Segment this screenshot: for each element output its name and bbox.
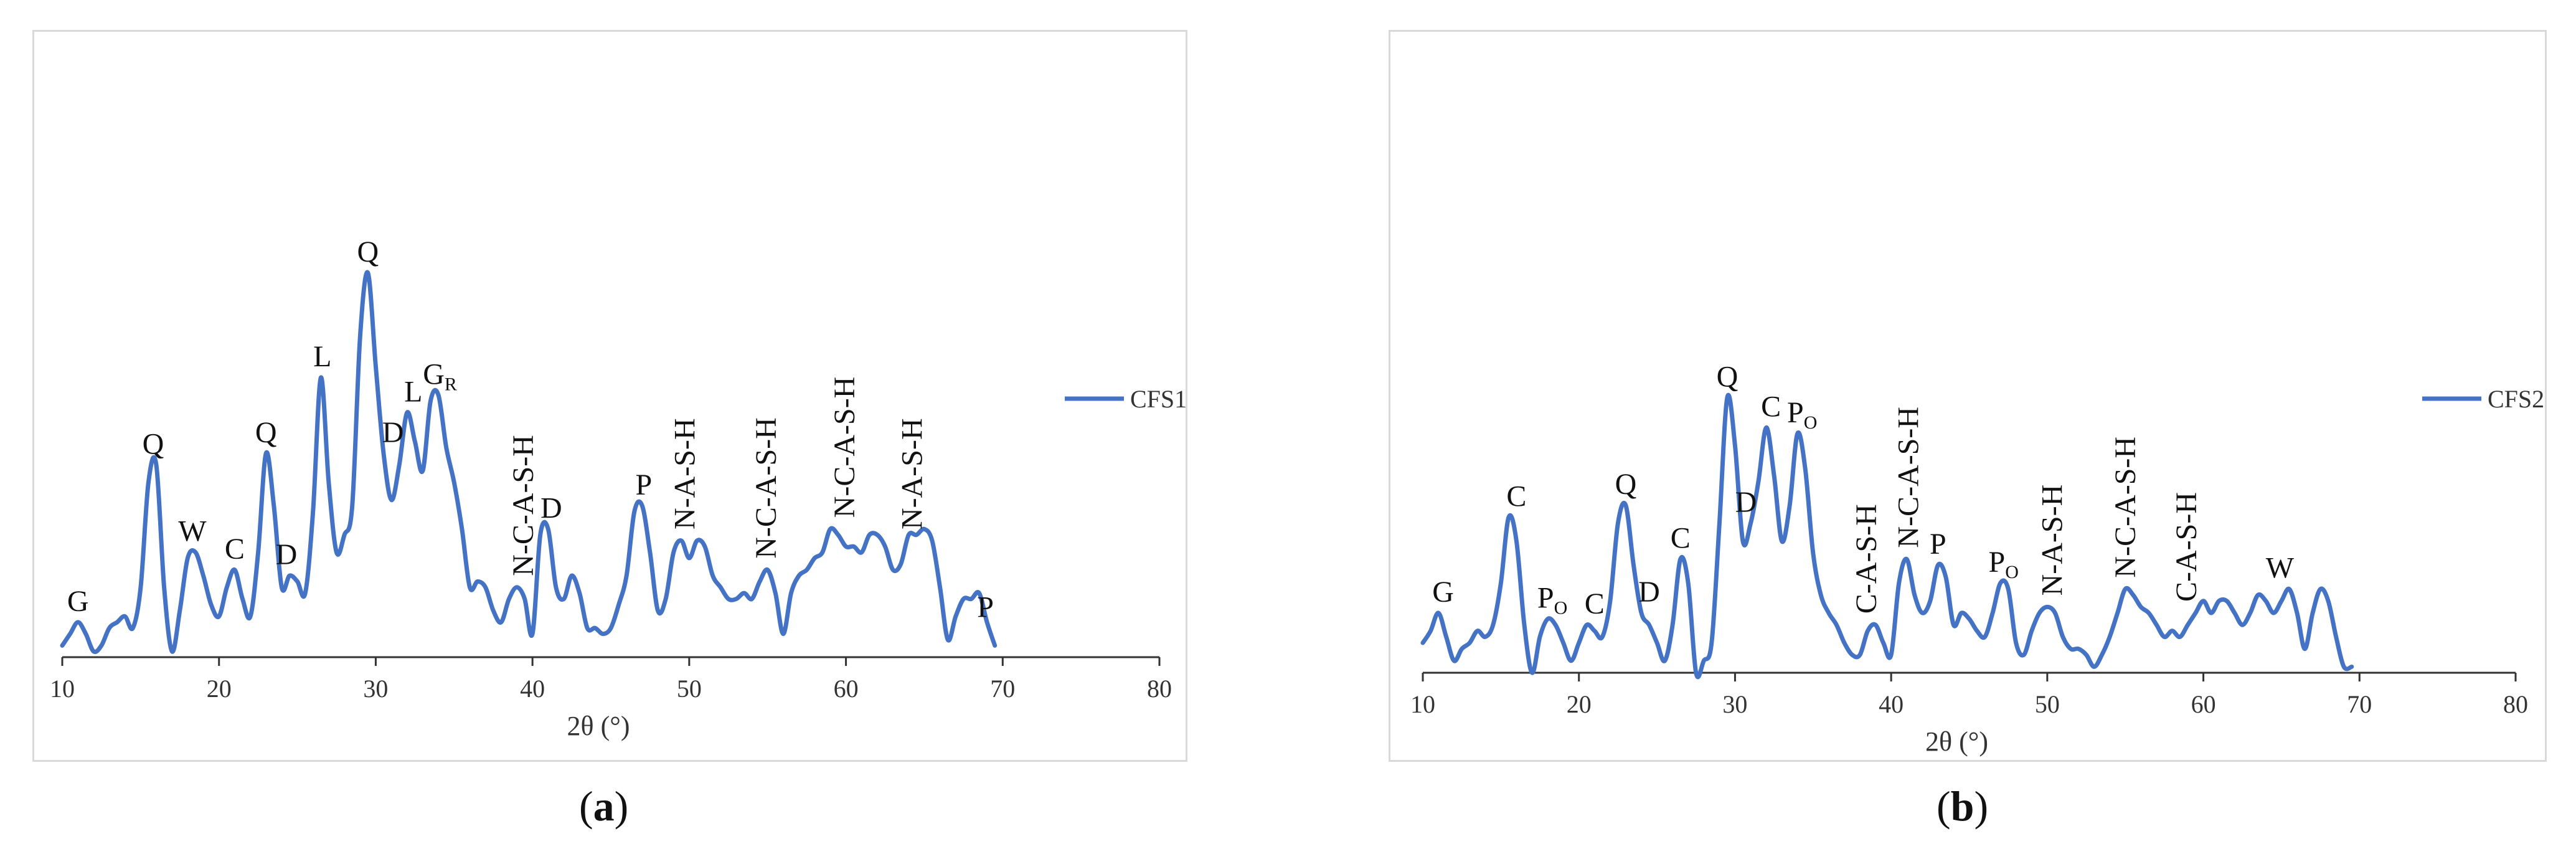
- panel-b-peak-label: D: [1638, 576, 1660, 609]
- panel-a-x-axis-title: 2θ (°): [567, 711, 630, 741]
- panel-a-peak-label: N-C-A-S-H: [507, 435, 540, 576]
- panel-a-peak-label: N-C-A-S-H: [750, 417, 783, 559]
- panel-b-peak-label: C: [1506, 480, 1526, 513]
- panel-a-peak-label: Q: [357, 235, 379, 268]
- panel-a-x-tick-label: 40: [520, 675, 545, 703]
- panel-a-peak-label: Q: [143, 428, 164, 461]
- panel-a-x-tick-label: 70: [990, 675, 1015, 703]
- panel-a-peak-label: L: [404, 375, 422, 408]
- panel-b-peak-label: N-A-S-H: [2036, 485, 2069, 596]
- panel-b-peak-label: Q: [1615, 468, 1637, 501]
- panel-a-peak-label: N-A-S-H: [895, 418, 928, 529]
- panel-b-peak-label: C-A-S-H: [1850, 504, 1883, 614]
- panel-b-peak-label: C: [1761, 390, 1781, 423]
- panel-a-series-line: [60, 270, 998, 654]
- panel-a-peak-label: P: [636, 468, 653, 501]
- panel-b-peak-label: C-A-S-H: [2170, 492, 2203, 602]
- panel-b-x-tick-label: 10: [1410, 690, 1435, 718]
- caption-b-open: (: [1937, 782, 1951, 830]
- panel-b-x-axis-title: 2θ (°): [1925, 726, 1988, 757]
- panel-a-peak-label: GR: [423, 358, 457, 394]
- panel-b-x-tick-label: 20: [1567, 690, 1592, 718]
- panel-a-peak-label: W: [178, 515, 207, 548]
- panel-b-peak-label: C: [1671, 522, 1691, 555]
- panel-a-peak-label: P: [977, 591, 994, 624]
- panel-a-x-tick-label: 30: [363, 675, 388, 703]
- panel-b-series-line: [1420, 392, 2354, 680]
- panel-a-x-tick-label: 80: [1147, 675, 1172, 703]
- panel-b-peak-label: G: [1432, 576, 1454, 609]
- panel-b-peak-label: PO: [1989, 546, 2019, 582]
- panel-a-peak-label: D: [276, 538, 298, 571]
- panel-a-peak-label: D: [540, 491, 562, 524]
- panel-a-peak-label: Q: [255, 416, 277, 449]
- panel-a-peak-label: L: [313, 340, 331, 373]
- panel-b-x-tick-label: 30: [1722, 690, 1747, 718]
- caption-a-close: ): [614, 782, 629, 830]
- caption-a: (a): [579, 782, 628, 831]
- panel-b-legend-label: CFS2: [2488, 385, 2544, 413]
- panel-b-peak-label: Q: [1717, 360, 1739, 393]
- panel-a-x-tick-label: 60: [834, 675, 859, 703]
- panel-a-peak-label: C: [225, 533, 245, 566]
- panel-b-x-tick-label: 40: [1879, 690, 1904, 718]
- panel-a-x-tick-label: 10: [50, 675, 75, 703]
- panel-b-x-tick-label: 50: [2035, 690, 2060, 718]
- panel-a-peak-label: D: [382, 416, 404, 449]
- panel-b-x-tick-label: 60: [2191, 690, 2216, 718]
- caption-b: (b): [1937, 782, 1988, 831]
- panel-a-peak-label: N-C-A-S-H: [828, 377, 861, 518]
- panel-b-peak-label: P: [1930, 528, 1946, 561]
- panel-b-x-tick-label: 80: [2503, 690, 2528, 718]
- caption-a-letter: a: [593, 782, 615, 830]
- panel-b-peak-label: N-C-A-S-H: [2109, 437, 2142, 578]
- panel-a-peak-label: N-A-S-H: [668, 418, 701, 529]
- caption-b-letter: b: [1950, 782, 1974, 830]
- panel-a-x-tick-label: 50: [677, 675, 702, 703]
- panel-a-x-tick-label: 20: [207, 675, 232, 703]
- panel-b-peak-label: PO: [1787, 396, 1817, 433]
- panel-b-peak-label: PO: [1537, 582, 1567, 619]
- panel-b-x-tick-label: 70: [2347, 690, 2372, 718]
- panel-b-peak-label: C: [1585, 587, 1605, 620]
- panel-b-peak-label: N-C-A-S-H: [1892, 407, 1925, 548]
- panel-a-peak-label: G: [67, 585, 89, 618]
- caption-a-open: (: [579, 782, 593, 830]
- caption-b-close: ): [1974, 782, 1989, 830]
- panel-b-peak-label: W: [2266, 552, 2295, 585]
- panel-a-legend-label: CFS1: [1130, 385, 1187, 413]
- panel-b-peak-label: D: [1735, 486, 1757, 519]
